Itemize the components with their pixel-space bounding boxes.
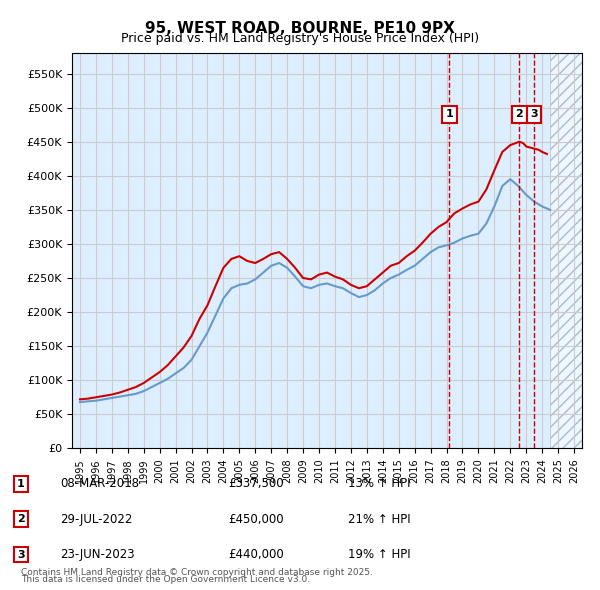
Bar [550, 53, 582, 448]
Text: Contains HM Land Registry data © Crown copyright and database right 2025.: Contains HM Land Registry data © Crown c… [21, 568, 373, 577]
Text: 1: 1 [17, 479, 25, 489]
Text: 95, WEST ROAD, BOURNE, PE10 9PX: 95, WEST ROAD, BOURNE, PE10 9PX [145, 21, 455, 35]
Text: 19% ↑ HPI: 19% ↑ HPI [348, 548, 410, 561]
Text: 3: 3 [17, 550, 25, 559]
Text: 2: 2 [17, 514, 25, 524]
Text: £337,500: £337,500 [228, 477, 284, 490]
Text: 1: 1 [446, 109, 453, 119]
Bar [550, 53, 582, 448]
Text: Price paid vs. HM Land Registry's House Price Index (HPI): Price paid vs. HM Land Registry's House … [121, 32, 479, 45]
Text: 08-MAR-2018: 08-MAR-2018 [60, 477, 139, 490]
Text: This data is licensed under the Open Government Licence v3.0.: This data is licensed under the Open Gov… [21, 575, 310, 584]
Text: 2: 2 [515, 109, 523, 119]
Text: 23-JUN-2023: 23-JUN-2023 [60, 548, 134, 561]
Text: 3: 3 [530, 109, 538, 119]
Text: £450,000: £450,000 [228, 513, 284, 526]
Text: 21% ↑ HPI: 21% ↑ HPI [348, 513, 410, 526]
Text: 13% ↑ HPI: 13% ↑ HPI [348, 477, 410, 490]
Text: 29-JUL-2022: 29-JUL-2022 [60, 513, 133, 526]
Text: £440,000: £440,000 [228, 548, 284, 561]
